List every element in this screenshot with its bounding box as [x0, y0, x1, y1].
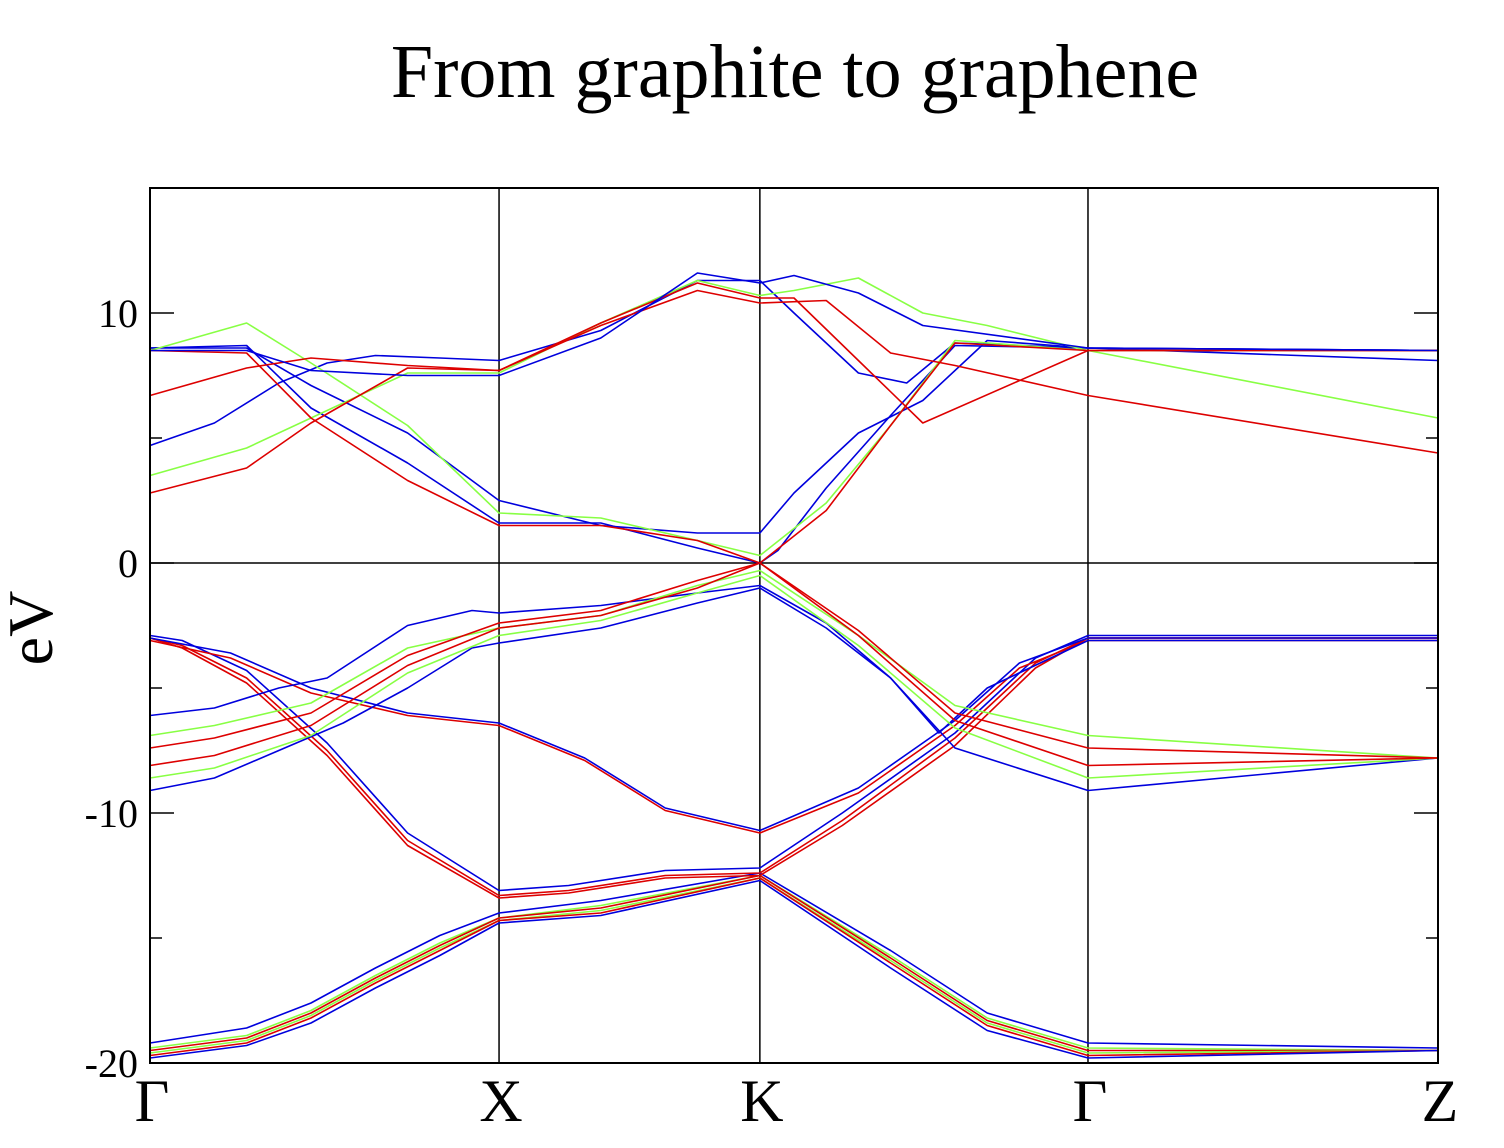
band-line-green — [149, 874, 1439, 1052]
band-line-blue — [149, 584, 1438, 734]
plot-frame — [149, 187, 1439, 1064]
kpoint-label: Z — [1422, 1068, 1459, 1134]
band-line-blue — [150, 339, 1439, 534]
series-layer — [149, 272, 1439, 1059]
tick-layer: -20 -10 0 10 Γ X K Γ Z — [85, 291, 1459, 1134]
frame-layer — [149, 187, 1439, 1064]
band-line-red — [149, 639, 1438, 834]
band-line-green — [149, 277, 1439, 477]
y-axis-label: eV — [0, 591, 66, 666]
kpoint-label: Γ — [135, 1068, 170, 1134]
band-line-green — [149, 569, 1439, 759]
y-tick-label: -20 — [85, 1041, 138, 1086]
band-line-blue — [149, 634, 1438, 892]
band-line-blue — [149, 587, 1439, 792]
band-line-red — [149, 877, 1439, 1057]
band-line-red — [149, 282, 1438, 424]
band-line-red — [149, 637, 1438, 899]
band-line-blue — [150, 272, 1439, 377]
y-tick-label: 0 — [118, 541, 138, 586]
chart-title: From graphite to graphene — [391, 30, 1199, 114]
band-line-red — [149, 562, 1439, 759]
y-tick-label: 10 — [98, 291, 138, 336]
kpoint-label: K — [740, 1068, 783, 1134]
kpoint-label: Γ — [1073, 1068, 1108, 1134]
band-line-red — [149, 874, 1438, 1052]
band-line-blue — [149, 344, 1439, 564]
grid-layer — [150, 188, 1438, 1063]
band-line-red — [149, 637, 1438, 897]
y-tick-label: -10 — [85, 791, 138, 836]
band-line-red — [149, 342, 1438, 564]
band-line-blue — [149, 879, 1439, 1059]
band-line-green — [149, 877, 1439, 1054]
band-line-blue — [149, 872, 1439, 1049]
band-line-red — [149, 562, 1439, 767]
band-line-blue — [149, 637, 1438, 832]
band-line-green — [149, 574, 1439, 779]
band-line-red — [149, 289, 1439, 494]
kpoint-label: X — [479, 1068, 522, 1134]
